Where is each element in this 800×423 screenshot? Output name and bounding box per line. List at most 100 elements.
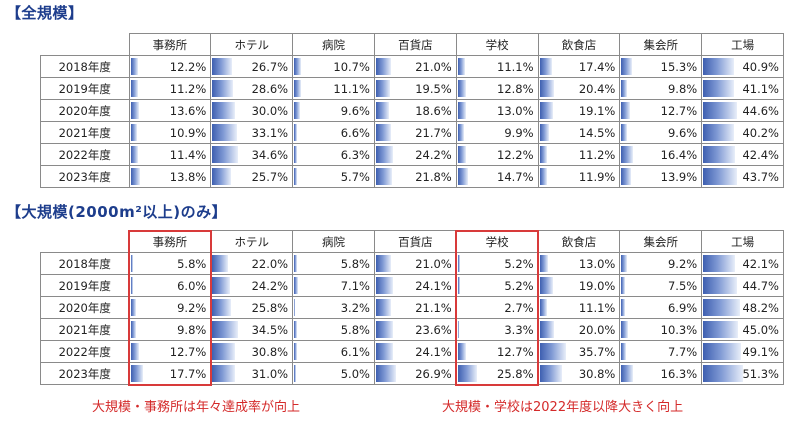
- value-cell: 11.1%: [455, 55, 539, 78]
- row-label: 2019年度: [40, 274, 130, 297]
- value-label: 24.1%: [415, 278, 452, 293]
- data-bar: [375, 58, 391, 75]
- data-bar: [539, 277, 553, 294]
- value-label: 12.2%: [169, 59, 207, 74]
- value-label: 24.1%: [415, 344, 452, 359]
- data-bar: [457, 146, 466, 163]
- data-bar: [457, 58, 465, 75]
- value-label: 13.6%: [169, 103, 207, 118]
- value-label: 10.3%: [660, 322, 698, 337]
- table-row: 2019年度 11.2% 28.6% 11.1% 19.5% 12.8% 20.4% 9.8%…: [40, 77, 784, 100]
- value-cell: 12.7%: [128, 340, 212, 363]
- value-cell: 21.0%: [373, 252, 457, 275]
- value-cell: 12.2%: [128, 55, 212, 78]
- value-cell: 10.7%: [292, 55, 375, 78]
- data-bar: [457, 80, 467, 97]
- value-label: 6.0%: [177, 278, 207, 293]
- value-cell: 10.9%: [128, 121, 212, 144]
- value-label: 2.7%: [504, 300, 534, 315]
- value-label: 23.6%: [415, 322, 452, 337]
- value-cell: 14.7%: [455, 165, 539, 188]
- value-label: 11.2%: [169, 81, 207, 96]
- column-header: 飲食店: [537, 33, 621, 56]
- value-label: 9.8%: [667, 81, 698, 96]
- column-header: 百貨店: [373, 230, 457, 253]
- value-label: 21.0%: [415, 59, 452, 74]
- data-bar: [130, 321, 137, 338]
- data-bar: [621, 255, 627, 272]
- value-cell: 17.7%: [128, 362, 212, 385]
- data-bar: [130, 102, 140, 119]
- column-header: 学校: [455, 230, 539, 253]
- value-cell: 20.4%: [537, 77, 621, 100]
- value-cell: 19.0%: [537, 274, 621, 297]
- value-label: 12.7%: [497, 344, 534, 359]
- column-header: 病院: [292, 230, 375, 253]
- data-bar: [375, 299, 391, 316]
- data-bar: [703, 102, 738, 119]
- data-bar: [294, 102, 300, 119]
- column-header: 工場: [701, 230, 784, 253]
- data-bar: [621, 102, 630, 119]
- value-cell: 13.6%: [128, 99, 212, 122]
- value-cell: 11.4%: [128, 143, 212, 166]
- data-bar: [457, 277, 460, 294]
- value-label: 45.0%: [742, 322, 779, 337]
- row-label: 2018年度: [40, 252, 130, 275]
- column-header: 百貨店: [373, 33, 457, 56]
- value-label: 10.7%: [333, 59, 370, 74]
- value-cell: 48.2%: [701, 296, 784, 319]
- value-label: 9.2%: [667, 256, 698, 271]
- value-label: 30.8%: [251, 344, 289, 359]
- row-label: 2020年度: [40, 99, 130, 122]
- value-cell: 11.1%: [537, 296, 621, 319]
- value-cell: 6.9%: [619, 296, 703, 319]
- value-label: 26.9%: [415, 366, 452, 381]
- value-label: 5.7%: [340, 169, 370, 184]
- value-label: 9.6%: [667, 125, 698, 140]
- value-cell: 42.1%: [701, 252, 784, 275]
- value-label: 12.2%: [497, 147, 534, 162]
- data-bar: [621, 299, 625, 316]
- value-cell: 24.2%: [373, 143, 457, 166]
- value-label: 34.5%: [251, 322, 289, 337]
- data-bar: [294, 255, 297, 272]
- value-label: 13.9%: [660, 169, 698, 184]
- data-bar: [703, 168, 737, 185]
- value-label: 6.3%: [340, 147, 370, 162]
- row-label: 2021年度: [40, 318, 130, 341]
- value-cell: 9.6%: [292, 99, 375, 122]
- value-cell: 19.5%: [373, 77, 457, 100]
- data-bar: [539, 299, 547, 316]
- data-bar: [539, 255, 549, 272]
- value-cell: 24.2%: [210, 274, 294, 297]
- value-label: 17.4%: [578, 59, 616, 74]
- data-bar: [212, 277, 230, 294]
- value-cell: 12.8%: [455, 77, 539, 100]
- value-label: 9.9%: [504, 125, 534, 140]
- row-label: 2022年度: [40, 143, 130, 166]
- value-label: 11.4%: [169, 147, 207, 162]
- value-cell: 13.9%: [619, 165, 703, 188]
- value-label: 5.8%: [340, 322, 370, 337]
- value-label: 11.2%: [578, 147, 616, 162]
- value-label: 30.0%: [251, 103, 289, 118]
- value-cell: 5.8%: [292, 252, 375, 275]
- data-bar: [621, 58, 632, 75]
- table2-title: 【大規模(2000m²以上)のみ】: [6, 203, 228, 221]
- column-header: ホテル: [210, 230, 294, 253]
- value-cell: 23.6%: [373, 318, 457, 341]
- data-bar: [375, 80, 390, 97]
- table-row: 2020年度 9.2% 25.8% 3.2% 21.1% 2.7% 11.1% 6.9% 48.…: [40, 296, 784, 319]
- data-bar: [375, 365, 396, 382]
- value-cell: 44.7%: [701, 274, 784, 297]
- data-bar: [457, 343, 466, 360]
- data-bar: [212, 365, 236, 382]
- value-label: 40.2%: [742, 125, 779, 140]
- value-cell: 9.6%: [619, 121, 703, 144]
- data-bar: [212, 299, 232, 316]
- row-label: 2018年度: [40, 55, 130, 78]
- data-bar: [294, 58, 301, 75]
- value-label: 16.4%: [660, 147, 698, 162]
- value-cell: 31.0%: [210, 362, 294, 385]
